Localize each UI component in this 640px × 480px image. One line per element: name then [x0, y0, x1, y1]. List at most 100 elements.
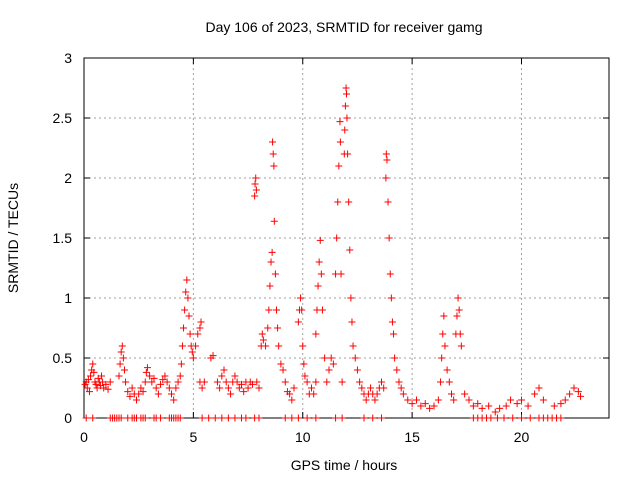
data-point	[300, 360, 308, 368]
data-point	[224, 384, 232, 392]
data-point	[367, 384, 375, 392]
data-point	[312, 330, 320, 338]
data-point	[269, 138, 277, 146]
data-point	[122, 378, 130, 386]
data-point	[385, 234, 393, 242]
data-point	[176, 414, 184, 422]
x-tick-label: 5	[189, 429, 197, 445]
data-point	[502, 402, 510, 410]
data-point	[248, 380, 256, 388]
data-point	[233, 378, 241, 386]
data-point	[273, 306, 280, 314]
data-point	[89, 360, 97, 368]
data-point	[141, 414, 149, 422]
data-point	[335, 162, 343, 170]
data-point	[143, 364, 151, 372]
data-point	[384, 198, 392, 206]
data-point	[315, 258, 323, 266]
data-point	[174, 378, 182, 386]
data-point	[184, 294, 192, 302]
data-point	[231, 414, 239, 422]
data-point	[454, 294, 462, 302]
data-point	[137, 384, 145, 392]
data-point	[244, 384, 252, 392]
data-point	[126, 392, 134, 400]
data-point	[369, 414, 377, 422]
x-tick-label: 10	[295, 429, 311, 445]
data-point	[198, 414, 206, 422]
data-point	[87, 372, 95, 380]
data-point	[251, 180, 259, 188]
x-axis-label: GPS time / hours	[291, 457, 398, 473]
data-point	[83, 384, 91, 392]
data-point	[297, 294, 305, 302]
data-point	[535, 384, 543, 392]
data-point	[337, 270, 345, 278]
data-point	[84, 376, 92, 384]
data-point	[89, 414, 97, 422]
data-point	[574, 388, 582, 396]
data-point	[531, 390, 539, 398]
data-point	[255, 384, 263, 392]
data-point	[351, 354, 359, 362]
data-point	[386, 270, 394, 278]
y-tick-label: 1.5	[53, 230, 73, 246]
data-point	[240, 388, 248, 396]
data-point	[314, 282, 322, 290]
data-point	[336, 138, 344, 146]
data-point	[557, 414, 565, 422]
data-point	[461, 390, 469, 398]
data-point	[277, 360, 285, 368]
data-point	[165, 384, 173, 392]
y-tick-label: 0.5	[53, 350, 73, 366]
data-point	[242, 414, 250, 422]
axis-ticks	[83, 57, 609, 419]
data-point	[437, 378, 445, 386]
data-point	[220, 366, 228, 374]
data-point	[310, 390, 318, 398]
data-point	[325, 366, 333, 374]
data-point	[438, 354, 446, 362]
data-point	[426, 404, 434, 412]
data-point	[161, 372, 169, 380]
data-point	[513, 400, 521, 408]
data-point	[265, 306, 273, 314]
data-point	[98, 372, 105, 380]
data-point	[150, 374, 158, 382]
chart-title: Day 106 of 2023, SRMTID for receiver gam…	[205, 19, 482, 35]
data-point	[440, 312, 448, 320]
data-point	[453, 312, 461, 320]
data-point	[200, 378, 208, 386]
data-point	[270, 162, 278, 170]
x-tick-labels: 0 5 10 15 20	[80, 429, 529, 445]
data-point	[216, 384, 224, 392]
data-point	[383, 156, 391, 164]
data-point	[170, 396, 178, 404]
data-point	[168, 390, 175, 398]
data-point	[181, 306, 189, 314]
data-point	[196, 324, 204, 332]
data-point	[382, 150, 390, 158]
data-point	[100, 384, 108, 392]
data-point	[255, 414, 263, 422]
data-point	[90, 368, 98, 376]
data-point	[321, 354, 329, 362]
data-point	[329, 360, 337, 368]
data-point	[128, 384, 136, 392]
data-point	[577, 392, 585, 400]
data-point	[441, 342, 449, 350]
y-axis-label: SRMTID / TECUs	[5, 183, 21, 293]
data-point	[518, 414, 525, 422]
data-point	[387, 294, 395, 302]
data-point	[341, 126, 349, 134]
data-point	[252, 174, 260, 182]
x-tick-label: 20	[514, 429, 530, 445]
data-point	[393, 366, 401, 374]
data-point	[561, 396, 569, 404]
data-point	[341, 102, 349, 110]
data-point	[270, 217, 278, 225]
data-point	[180, 324, 188, 332]
data-point	[205, 414, 213, 422]
data-point	[456, 330, 464, 338]
data-point	[550, 402, 558, 410]
